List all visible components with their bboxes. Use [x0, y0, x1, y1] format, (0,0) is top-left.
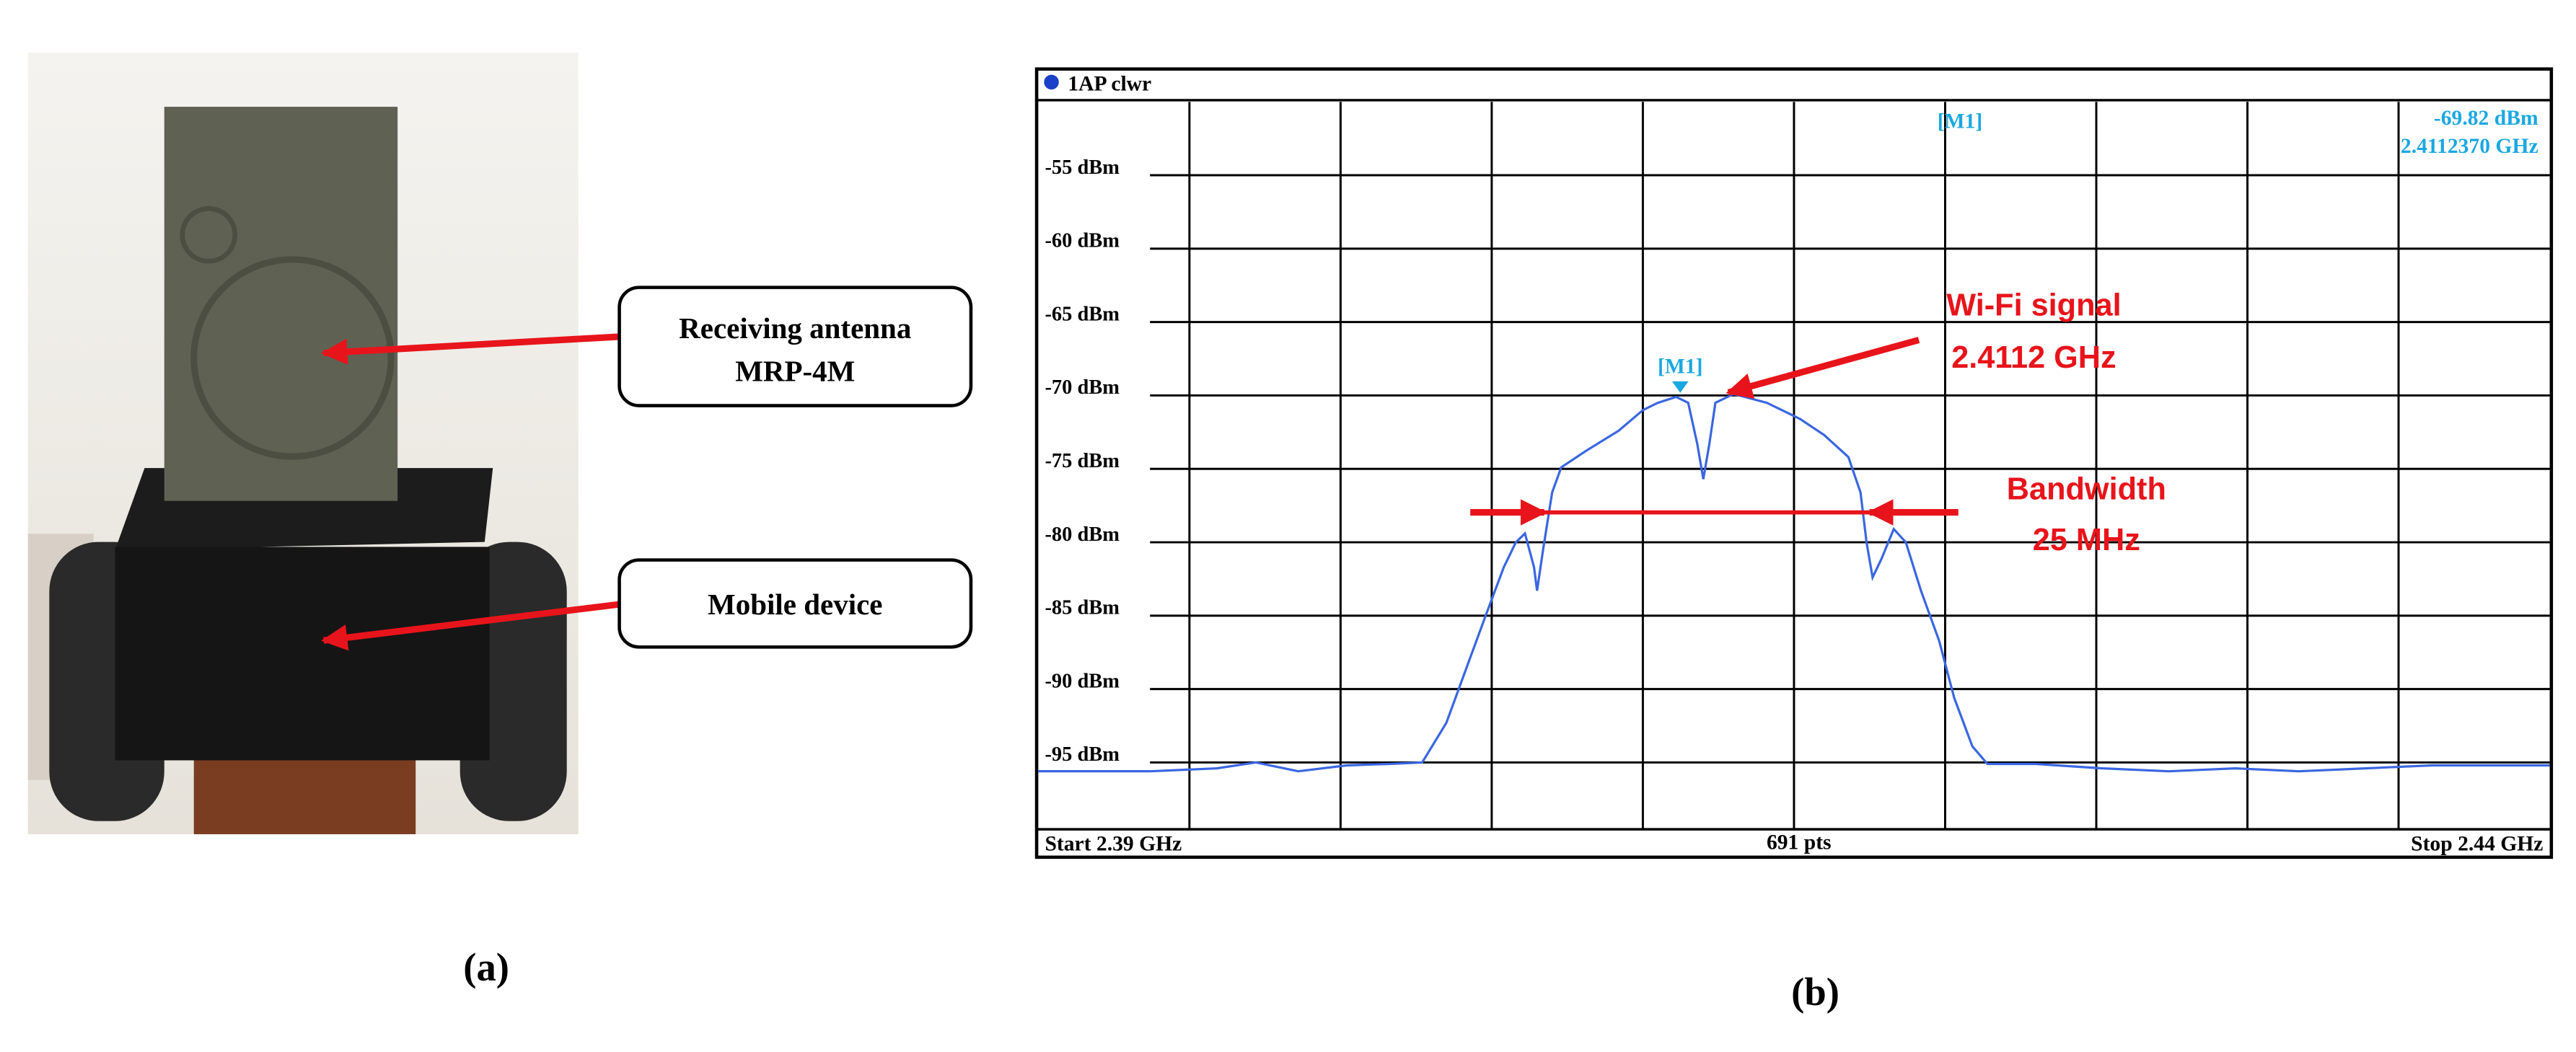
mobile-device: [115, 547, 490, 761]
y-tick-label: -70 dBm: [1045, 376, 1120, 399]
plot: [1038, 392, 2550, 773]
marker-readout-frequency: 2.4112370 GHz: [2401, 135, 2538, 158]
marker-readout-level: -69.82 dBm: [2434, 107, 2538, 130]
annotation-box: [617, 558, 973, 649]
grid: -55 dBm -60 dBm -65 dBm -70 dBm -75 dBm -80 d…: [1045, 102, 2550, 830]
marker: [1671, 381, 1689, 393]
annotation-text: Wi-Fi signal: [1946, 288, 2121, 322]
photo: [27, 52, 579, 834]
annotation-text: 25 MHz: [2033, 523, 2140, 557]
header-text: 1AP clwr: [1068, 72, 1151, 95]
panel-label: (b): [1791, 970, 1839, 1014]
footer-stop: Stop 2.44 GHz: [2411, 833, 2543, 856]
wood-stand: [193, 747, 416, 834]
trace: [1038, 392, 2550, 773]
y-tick-label: -95 dBm: [1045, 743, 1120, 766]
overlay: [M1] [M1] -69.82 dBm 2.4112370 GHz Wi-Fi sig…: [1470, 107, 2538, 557]
footer-start: Start 2.39 GHz: [1045, 833, 1182, 856]
marker-label: [M1]: [1658, 355, 1702, 378]
y-tick-label: -75 dBm: [1045, 450, 1120, 472]
photo-annotations: Receiving antenna MRP-4M Mobile device (…: [321, 286, 973, 989]
annotation-box: [617, 286, 973, 407]
annotation-text: Mobile device: [708, 588, 882, 621]
antenna-port: [180, 205, 238, 264]
signal-arrow: [1726, 337, 1920, 399]
antenna-ring: [190, 256, 395, 460]
annotation-text: Bandwidth: [2007, 472, 2166, 506]
y-tick-label: -90 dBm: [1045, 670, 1120, 692]
antenna-box: [164, 107, 398, 501]
y-tick-label: -65 dBm: [1045, 303, 1120, 325]
annotation-text: 2.4112 GHz: [1951, 340, 2116, 375]
panel-label: (a): [463, 945, 509, 989]
marker-readout-name: [M1]: [1938, 110, 1982, 133]
y-tick-label: -60 dBm: [1045, 230, 1120, 252]
footer-points: 691 pts: [1767, 831, 1832, 854]
y-tick-label: -55 dBm: [1045, 156, 1120, 179]
trace-indicator: [1044, 74, 1059, 90]
annotation-text: Receiving antenna: [679, 311, 911, 345]
arrow: [321, 333, 620, 366]
arrow: [321, 601, 620, 651]
y-tick-label: -85 dBm: [1045, 597, 1120, 619]
annotation-text: MRP-4M: [735, 354, 855, 387]
y-tick-label: -80 dBm: [1045, 523, 1120, 546]
